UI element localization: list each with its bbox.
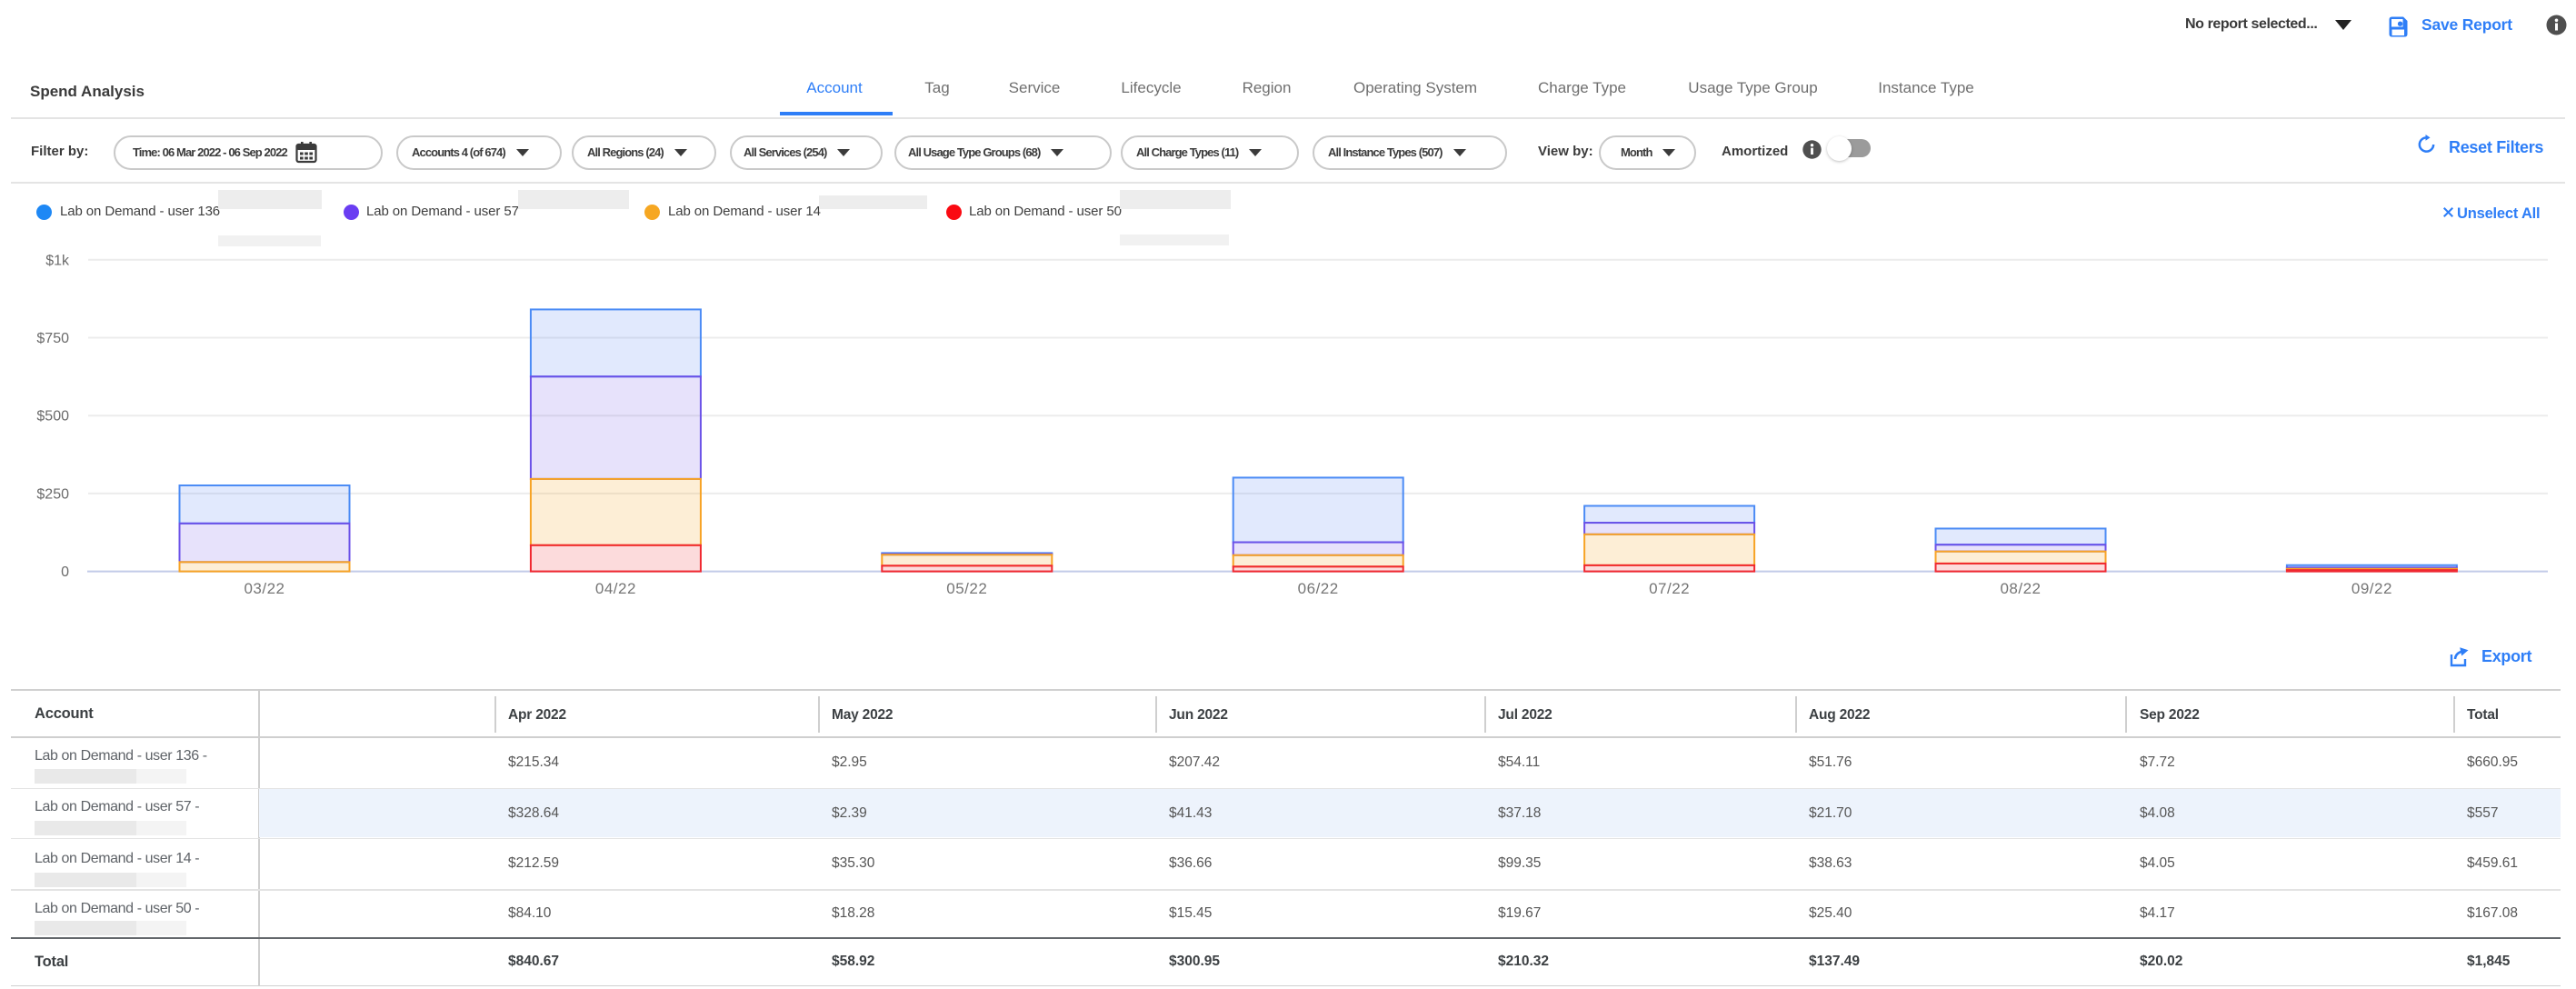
svg-text:0: 0 bbox=[61, 564, 69, 580]
svg-text:09/22: 09/22 bbox=[2351, 580, 2392, 597]
svg-text:04/22: 04/22 bbox=[595, 580, 636, 597]
svg-text:06/22: 06/22 bbox=[1298, 580, 1339, 597]
svg-text:07/22: 07/22 bbox=[1649, 580, 1690, 597]
svg-text:$500: $500 bbox=[36, 409, 69, 425]
svg-text:$250: $250 bbox=[36, 486, 69, 502]
svg-text:$750: $750 bbox=[36, 331, 69, 346]
svg-text:05/22: 05/22 bbox=[946, 580, 987, 597]
svg-text:03/22: 03/22 bbox=[244, 580, 285, 597]
svg-text:$1k: $1k bbox=[45, 253, 70, 268]
svg-text:08/22: 08/22 bbox=[2000, 580, 2041, 597]
